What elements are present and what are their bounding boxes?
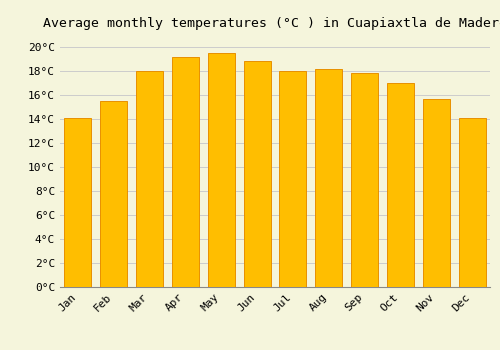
Bar (387, 83, 414, 287)
Title: Average monthly temperatures (°C ) in Cuapiaxtla de Madero: Average monthly temperatures (°C ) in Cu… (43, 17, 500, 30)
Bar (423, 99, 450, 287)
Bar (244, 61, 270, 287)
Bar (351, 74, 378, 287)
Bar (172, 57, 199, 287)
Bar (64, 118, 92, 287)
Bar (100, 101, 127, 287)
Bar (280, 71, 306, 287)
Bar (136, 71, 163, 287)
Bar (208, 53, 234, 287)
Bar (458, 118, 485, 287)
Bar (316, 69, 342, 287)
